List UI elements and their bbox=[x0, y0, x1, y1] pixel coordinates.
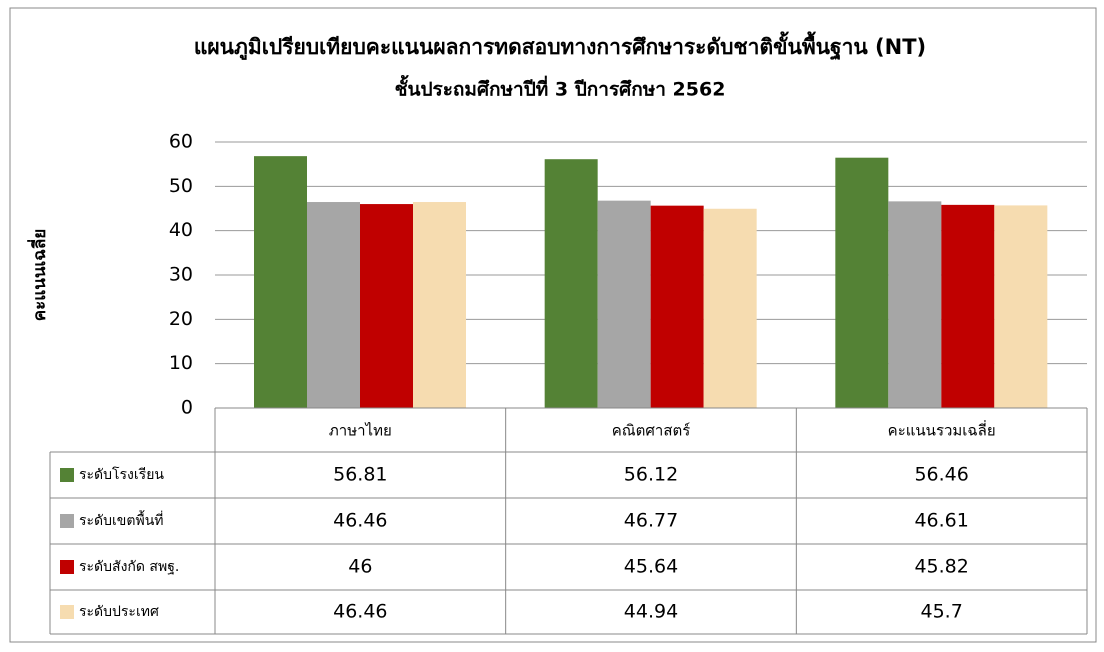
table-cell: 45.7 bbox=[921, 601, 963, 623]
legend-swatch bbox=[60, 605, 74, 619]
y-tick-label: 50 bbox=[169, 175, 193, 197]
table-cell: 46.46 bbox=[333, 510, 387, 532]
y-tick-label: 0 bbox=[181, 397, 193, 419]
y-axis-label: คะแนนเฉลี่ย bbox=[27, 229, 50, 321]
bar bbox=[544, 159, 598, 408]
x-tick-label: ภาษาไทย bbox=[329, 422, 392, 440]
legend-swatch bbox=[60, 560, 74, 574]
bar bbox=[650, 205, 704, 408]
bar bbox=[360, 204, 413, 408]
y-tick-label: 20 bbox=[169, 308, 193, 330]
bar bbox=[413, 202, 466, 408]
bar bbox=[597, 200, 651, 408]
table-cell: 56.81 bbox=[333, 464, 387, 486]
bar bbox=[994, 205, 1048, 408]
y-tick-label: 30 bbox=[169, 264, 193, 286]
bar bbox=[703, 208, 757, 408]
legend-label: ระดับประเทศ bbox=[79, 604, 159, 620]
table-cell: 44.94 bbox=[624, 601, 678, 623]
legend-label: ระดับโรงเรียน bbox=[79, 466, 164, 483]
chart-subtitle: ชั้นประถมศึกษาปีที่ 3 ปีการศึกษา 2562 bbox=[395, 75, 726, 101]
chart-title: แผนภูมิเปรียบเทียบคะแนนผลการทดสอบทางการศ… bbox=[194, 31, 926, 61]
legend-label: ระดับเขตพื้นที่ bbox=[79, 510, 164, 529]
table-cell: 46 bbox=[348, 556, 372, 578]
bar bbox=[307, 202, 360, 408]
table-cell: 46.61 bbox=[914, 510, 968, 532]
legend-label: ระดับสังกัด สพฐ. bbox=[79, 559, 179, 575]
table-cell: 56.46 bbox=[914, 464, 968, 486]
bar bbox=[941, 204, 995, 408]
bar bbox=[835, 157, 889, 408]
y-tick-label: 40 bbox=[169, 219, 193, 241]
table-cell: 45.64 bbox=[624, 556, 678, 578]
legend-swatch bbox=[60, 514, 74, 528]
x-tick-label: คณิตศาสตร์ bbox=[612, 422, 691, 440]
table-cell: 56.12 bbox=[624, 464, 678, 486]
table-cell: 46.77 bbox=[624, 510, 678, 532]
y-tick-label: 60 bbox=[169, 131, 193, 153]
x-tick-label: คะแนนรวมเฉลี่ย bbox=[888, 420, 996, 440]
y-tick-label: 10 bbox=[169, 352, 193, 374]
bar bbox=[254, 156, 307, 408]
table-cell: 45.82 bbox=[914, 556, 968, 578]
legend-swatch bbox=[60, 468, 74, 482]
table-cell: 46.46 bbox=[333, 601, 387, 623]
bar bbox=[888, 201, 942, 408]
